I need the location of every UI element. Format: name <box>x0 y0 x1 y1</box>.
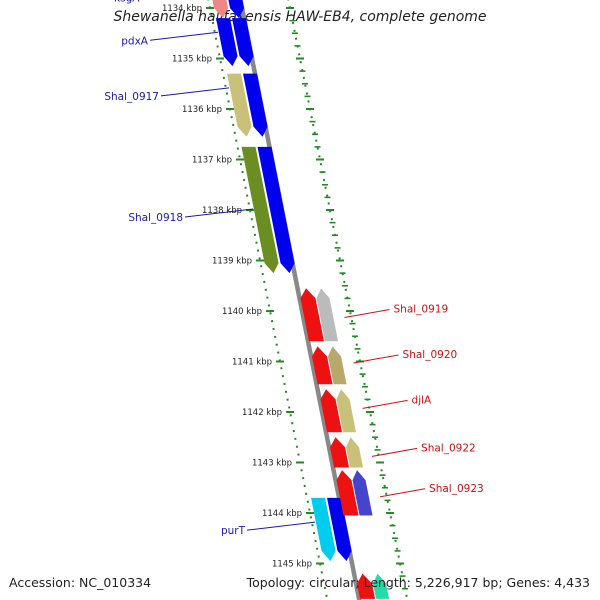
reverse-gene-label: Shal_0920 <box>403 349 458 361</box>
forward-gene-arrow <box>243 73 268 137</box>
topology-text: Topology: circular; Length: 5,226,917 bp… <box>246 575 590 590</box>
reverse-gene-label: Shal_0923 <box>429 483 484 495</box>
tick-label: 1144 kbp <box>262 509 302 519</box>
tick-label: 1139 kbp <box>212 257 252 267</box>
labels-layer: ksgA pdxA Shal_0917 Shal_0918 purT Shal_0919 S… <box>104 0 483 537</box>
forward-gene-arrow <box>228 0 245 19</box>
tick-label: 1136 kbp <box>182 105 222 115</box>
reverse-gene-label: Shal_0922 <box>421 442 476 454</box>
forward-gene-arrow <box>232 18 254 67</box>
reverse-gene-arrow <box>357 573 376 599</box>
forward-gene-arrow <box>212 0 229 19</box>
tick-label: 1141 kbp <box>232 358 272 368</box>
forward-label-leader <box>149 31 219 41</box>
reverse-gene-arrow <box>320 389 343 433</box>
reverse-label-leader <box>353 354 399 364</box>
reverse-gene-arrow <box>352 470 373 516</box>
forward-gene-label: ksgA <box>114 0 140 4</box>
reverse-gene-arrow <box>316 288 339 342</box>
reverse-gene-arrow <box>373 573 390 599</box>
forward-gene-arrow <box>241 146 279 274</box>
tick-layer: 1134 kbp 1135 kbp 1136 kbp 1137 kbp 1138 kbp… <box>162 0 409 600</box>
reverse-gene-arrow <box>312 346 333 385</box>
forward-gene-arrow <box>327 497 352 561</box>
tick-label: 1142 kbp <box>242 408 282 418</box>
forward-gene-arrow <box>227 73 252 137</box>
reverse-gene-arrow <box>336 470 359 516</box>
reverse-gene-arrow <box>336 389 357 433</box>
reverse-gene-arrow <box>328 346 347 385</box>
forward-label-leader <box>246 521 316 531</box>
tick-label: 1135 kbp <box>172 55 212 65</box>
forward-gene-arrow <box>257 146 295 274</box>
reverse-label-leader <box>362 399 408 409</box>
reverse-label-leader <box>379 488 426 498</box>
genes-layer <box>212 0 390 599</box>
reverse-label-leader <box>371 447 418 457</box>
reverse-gene-label: djlA <box>412 394 432 406</box>
tick-label: 1137 kbp <box>192 156 232 166</box>
forward-label-leader <box>184 208 254 218</box>
reverse-label-leader <box>344 309 390 319</box>
forward-gene-label: pdxA <box>121 35 149 47</box>
forward-gene-arrow <box>216 18 238 67</box>
reverse-gene-arrow <box>300 288 325 342</box>
tick-label: 1145 kbp <box>272 560 312 570</box>
tick-label: 1143 kbp <box>252 459 292 469</box>
forward-gene-arrow <box>311 497 336 561</box>
forward-label-leader <box>160 87 230 97</box>
forward-gene-label: purT <box>221 525 246 537</box>
tick-label: 1138 kbp <box>202 206 242 216</box>
reverse-gene-label: Shal_0919 <box>394 304 449 316</box>
reverse-gene-arrow <box>346 437 364 468</box>
reverse-gene-arrow <box>330 437 350 468</box>
map-title: Shewanella halifaxensis HAW-EB4, complet… <box>113 9 487 25</box>
forward-gene-label: Shal_0918 <box>128 212 183 224</box>
tick-label: 1140 kbp <box>222 307 262 317</box>
forward-gene-label: Shal_0917 <box>104 91 159 103</box>
accession-text: Accession: NC_010334 <box>9 575 152 590</box>
tick-label: 1134 kbp <box>162 4 202 14</box>
